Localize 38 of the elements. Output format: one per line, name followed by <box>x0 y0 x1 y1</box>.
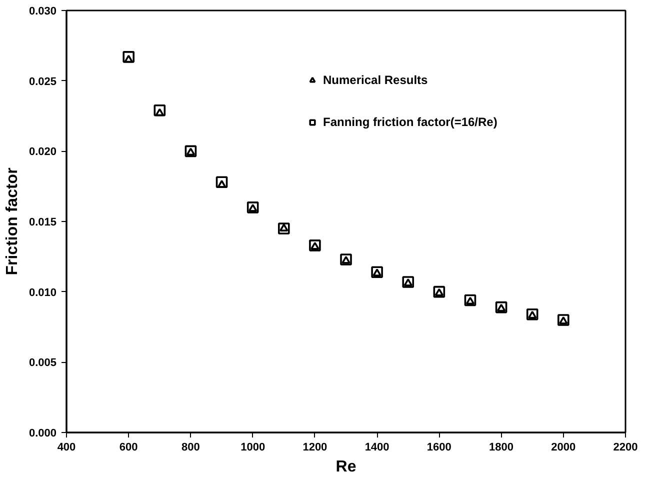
point <box>154 104 166 116</box>
y-tick-label: 0.010 <box>28 286 57 299</box>
point <box>372 268 382 276</box>
point <box>186 148 196 156</box>
point <box>124 54 134 63</box>
y-tick-label: 0.005 <box>28 357 57 370</box>
x-tick-label: 400 <box>57 442 76 454</box>
y-tick-label: 0.015 <box>28 216 57 228</box>
x-tick-label: 800 <box>182 442 200 454</box>
point <box>155 108 164 116</box>
point <box>122 51 135 63</box>
point <box>528 310 537 319</box>
x-tick-label: 1600 <box>426 442 452 454</box>
point <box>526 308 538 320</box>
x-tick-label: 2200 <box>613 442 638 454</box>
x-tick-label: 600 <box>119 442 138 454</box>
legend-label: Fanning friction factor(=16/Re) <box>323 115 498 129</box>
x-tick-label: 1000 <box>240 442 266 454</box>
point <box>216 176 228 188</box>
x-tick-label: 2000 <box>551 442 576 454</box>
point <box>496 304 506 312</box>
y-tick-label: 0.000 <box>28 428 57 440</box>
x-tick-label: 1800 <box>489 442 514 454</box>
point <box>184 145 197 158</box>
point <box>466 296 475 305</box>
point <box>434 288 444 296</box>
y-tick-label: 0.020 <box>28 146 57 158</box>
x-tick-label: 1200 <box>302 442 328 454</box>
point <box>433 286 446 298</box>
legend-label: Numerical Results <box>323 73 428 87</box>
y-tick-label: 0.025 <box>28 76 57 88</box>
point <box>495 301 508 314</box>
x-axis-title: Re <box>336 458 356 476</box>
y-axis-title: Friction factor <box>4 168 21 276</box>
point <box>464 294 476 306</box>
point <box>371 266 383 278</box>
x-tick-label: 1400 <box>364 442 390 454</box>
y-tick-label: 0.030 <box>28 6 57 18</box>
